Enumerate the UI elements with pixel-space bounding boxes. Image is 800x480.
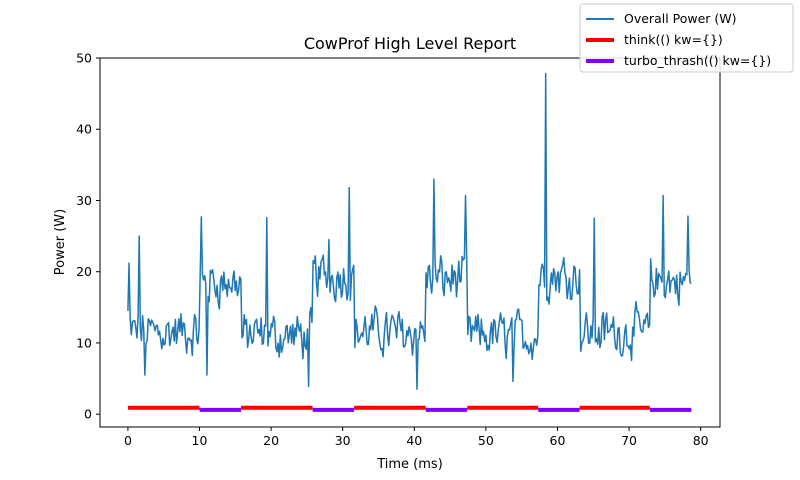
plot-area: [127, 72, 692, 412]
legend-box: [579, 3, 794, 73]
x-tick-label: 10: [192, 433, 208, 448]
legend-label-turbo-thrash: turbo_thrash(() kw={}): [624, 53, 771, 68]
x-tick-label: 70: [621, 433, 637, 448]
x-axis: 0 10 20 30 40 50 60 70 80: [124, 427, 709, 448]
overall-power-line: [127, 72, 692, 390]
x-tick-label: 30: [335, 433, 351, 448]
y-axis-label: Power (W): [53, 209, 68, 275]
x-tick-label: 20: [263, 433, 279, 448]
x-tick-label: 0: [124, 433, 132, 448]
y-tick-label: 10: [76, 335, 92, 350]
legend-label-think: think(() kw={}): [624, 32, 723, 47]
x-tick-label: 60: [550, 433, 566, 448]
plot-frame: [99, 57, 721, 428]
x-tick-label: 50: [478, 433, 494, 448]
legend-label-overall-power: Overall Power (W): [624, 11, 737, 26]
y-tick-label: 0: [84, 407, 92, 422]
x-tick-label: 80: [693, 433, 709, 448]
y-tick-label: 20: [76, 264, 92, 279]
x-axis-label: Time (ms): [376, 457, 443, 472]
y-tick-label: 50: [76, 51, 92, 66]
chart-title: CowProf High Level Report: [304, 34, 516, 53]
y-tick-label: 30: [76, 193, 92, 208]
y-axis: 0 10 20 30 40 50: [76, 51, 100, 422]
y-tick-label: 40: [76, 122, 92, 137]
legend: Overall Power (W) think(() kw={}) turbo_…: [579, 3, 794, 73]
x-tick-label: 40: [406, 433, 422, 448]
